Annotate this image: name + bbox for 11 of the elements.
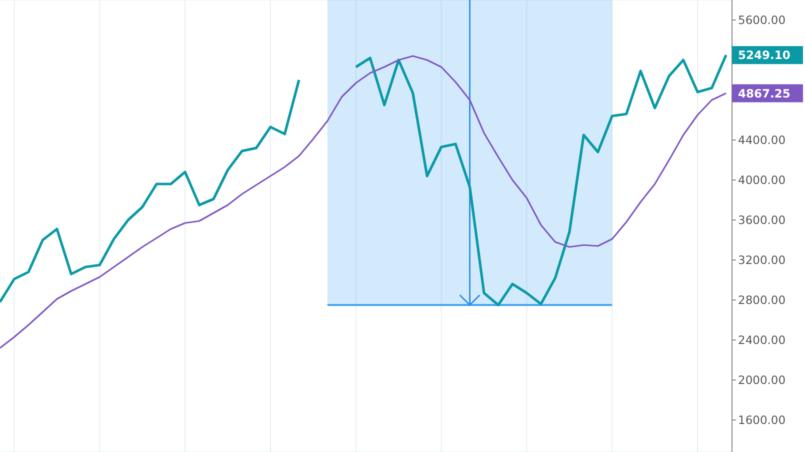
y-tick-label: 2000.00: [738, 373, 786, 388]
y-tick-label: 4400.00: [738, 133, 786, 148]
y-tick-label: 2800.00: [738, 293, 786, 308]
y-tick-label: 3200.00: [738, 253, 786, 268]
y-tick-label: 4000.00: [738, 173, 786, 188]
data-label: 5249.10: [738, 48, 790, 62]
y-tick-label: 3600.00: [738, 213, 786, 228]
y-tick-label: 1600.00: [738, 413, 786, 428]
y-tick-label: 5600.00: [738, 13, 786, 28]
y-tick-label: 2400.00: [738, 333, 786, 348]
data-label: 4867.25: [738, 86, 790, 100]
